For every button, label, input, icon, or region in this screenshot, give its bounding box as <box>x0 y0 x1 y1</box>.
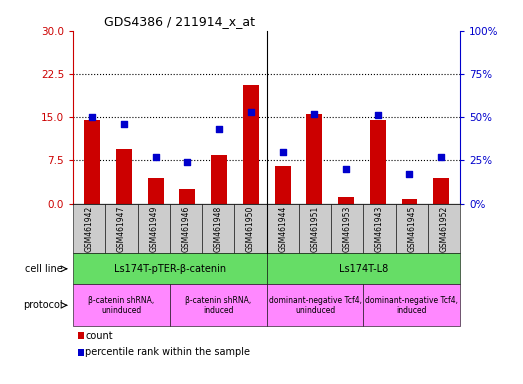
Text: GDS4386 / 211914_x_at: GDS4386 / 211914_x_at <box>104 15 255 28</box>
Text: GSM461945: GSM461945 <box>407 205 416 252</box>
Text: dominant-negative Tcf4,
induced: dominant-negative Tcf4, induced <box>366 296 458 315</box>
Bar <box>84 120 100 204</box>
Text: GSM461953: GSM461953 <box>343 205 352 252</box>
Point <box>120 121 128 127</box>
Text: GSM461946: GSM461946 <box>181 205 190 252</box>
Bar <box>275 166 290 204</box>
Point <box>310 111 319 117</box>
Text: GSM461952: GSM461952 <box>440 205 449 252</box>
Text: β-catenin shRNA,
uninduced: β-catenin shRNA, uninduced <box>88 296 155 315</box>
Text: percentile rank within the sample: percentile rank within the sample <box>85 347 250 357</box>
Text: GSM461948: GSM461948 <box>214 205 223 252</box>
Point <box>342 166 350 172</box>
Point <box>215 126 223 132</box>
Bar <box>148 177 164 204</box>
Bar <box>243 86 259 204</box>
Point <box>88 114 96 120</box>
Bar <box>306 114 322 204</box>
Text: GSM461950: GSM461950 <box>246 205 255 252</box>
Point <box>278 149 287 155</box>
Bar <box>338 197 354 204</box>
Point <box>437 154 446 160</box>
Bar <box>370 120 385 204</box>
Text: GSM461943: GSM461943 <box>375 205 384 252</box>
Point <box>152 154 160 160</box>
Bar <box>211 155 227 204</box>
Text: GSM461942: GSM461942 <box>85 205 94 252</box>
Bar <box>179 189 196 204</box>
Text: cell line: cell line <box>25 264 63 274</box>
Text: GSM461944: GSM461944 <box>278 205 287 252</box>
Bar <box>402 199 417 204</box>
Text: GSM461951: GSM461951 <box>311 205 320 252</box>
Text: Ls174T-L8: Ls174T-L8 <box>339 264 388 274</box>
Text: Ls174T-pTER-β-catenin: Ls174T-pTER-β-catenin <box>114 264 226 274</box>
Point <box>183 159 191 165</box>
Text: GSM461949: GSM461949 <box>150 205 158 252</box>
Point <box>247 109 255 115</box>
Point <box>373 112 382 118</box>
Point <box>405 171 414 177</box>
Text: count: count <box>85 331 112 341</box>
Text: dominant-negative Tcf4,
uninduced: dominant-negative Tcf4, uninduced <box>269 296 361 315</box>
Text: protocol: protocol <box>23 300 63 310</box>
Text: β-catenin shRNA,
induced: β-catenin shRNA, induced <box>185 296 252 315</box>
Text: GSM461947: GSM461947 <box>117 205 126 252</box>
Bar <box>116 149 132 204</box>
Bar <box>433 177 449 204</box>
